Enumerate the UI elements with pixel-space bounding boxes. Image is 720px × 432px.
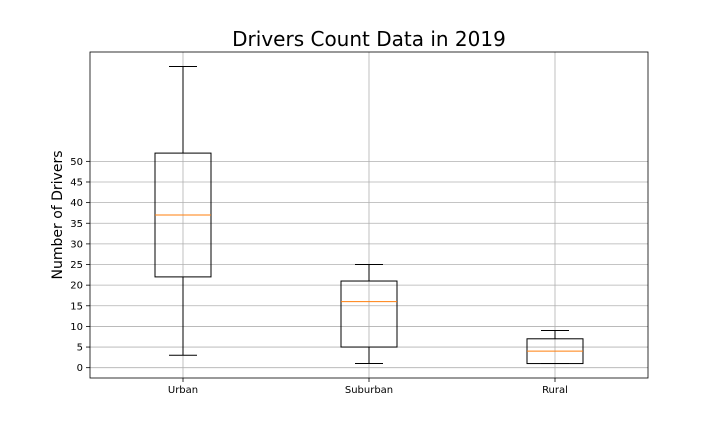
y-axis-label: Number of Drivers [50,150,66,279]
box-group-rural [526,330,584,365]
y-tick-label: 45 [70,177,83,188]
y-tick-label: 15 [70,301,83,312]
box-group-urban [154,65,212,356]
y-tick-label: 50 [70,157,83,168]
x-tick-label-rural: Rural [542,385,568,396]
x-tick-label-suburban: Suburban [345,385,393,396]
chart-title: Drivers Count Data in 2019 [232,27,506,51]
box-group-suburban [340,264,398,365]
iqr-box [340,280,398,348]
box-layer [154,65,584,365]
y-tick-label: 25 [70,260,83,271]
y-tick-label: 30 [70,239,83,250]
y-tick-label: 10 [70,322,83,333]
y-tick-label: 40 [70,198,83,209]
y-tick-label: 20 [70,281,83,292]
y-tick-label: 5 [77,343,83,354]
x-tick-label-urban: Urban [168,385,198,396]
y-tick-label: 0 [77,363,83,374]
tick-layer: 0 5 10 15 20 25 30 35 40 45 50 Urban Suburban Rural [70,157,568,396]
y-tick-label: 35 [70,219,83,230]
